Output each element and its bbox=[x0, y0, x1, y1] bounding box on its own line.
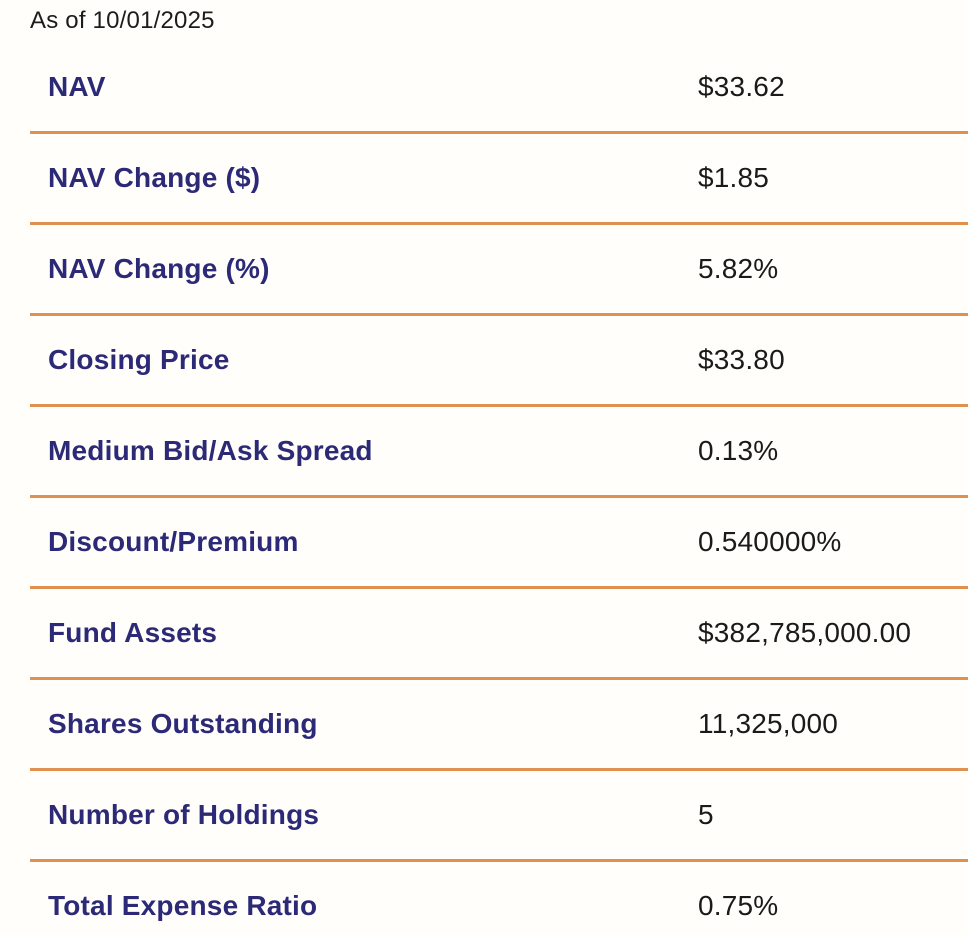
row-label: NAV Change (%) bbox=[48, 253, 270, 284]
row-label: Number of Holdings bbox=[48, 799, 320, 830]
row-label: Medium Bid/Ask Spread bbox=[48, 435, 373, 466]
row-value: 0.540000% bbox=[698, 526, 842, 557]
table-row: Total Expense Ratio 0.75% bbox=[30, 862, 968, 936]
row-value: 5 bbox=[698, 799, 714, 830]
row-label: NAV Change ($) bbox=[48, 162, 261, 193]
row-value: $382,785,000.00 bbox=[698, 617, 912, 648]
row-value: $1.85 bbox=[698, 162, 770, 193]
row-label: Discount/Premium bbox=[48, 526, 299, 557]
row-label: Total Expense Ratio bbox=[48, 890, 318, 921]
as-of-date: As of 10/01/2025 bbox=[30, 7, 215, 34]
table-row: Closing Price $33.80 bbox=[30, 316, 968, 407]
fund-facts-table: NAV $33.62 NAV Change ($) $1.85 NAV Chan… bbox=[30, 43, 968, 936]
row-value: $33.80 bbox=[698, 344, 785, 375]
row-value: 11,325,000 bbox=[698, 708, 839, 739]
row-label: Shares Outstanding bbox=[48, 708, 318, 739]
table-row: Number of Holdings 5 bbox=[30, 771, 968, 862]
table-row: NAV $33.62 bbox=[30, 43, 968, 134]
row-label: NAV bbox=[48, 71, 106, 102]
row-value: 0.75% bbox=[698, 890, 779, 921]
table-row: Discount/Premium 0.540000% bbox=[30, 498, 968, 589]
row-label: Closing Price bbox=[48, 344, 230, 375]
table-row: NAV Change ($) $1.85 bbox=[30, 134, 968, 225]
table-row: NAV Change (%) 5.82% bbox=[30, 225, 968, 316]
row-label: Fund Assets bbox=[48, 617, 218, 648]
row-value: 0.13% bbox=[698, 435, 779, 466]
table-row: Shares Outstanding 11,325,000 bbox=[30, 680, 968, 771]
row-value: $33.62 bbox=[698, 71, 785, 102]
table-row: Medium Bid/Ask Spread 0.13% bbox=[30, 407, 968, 498]
table-row: Fund Assets $382,785,000.00 bbox=[30, 589, 968, 680]
row-value: 5.82% bbox=[698, 253, 779, 284]
